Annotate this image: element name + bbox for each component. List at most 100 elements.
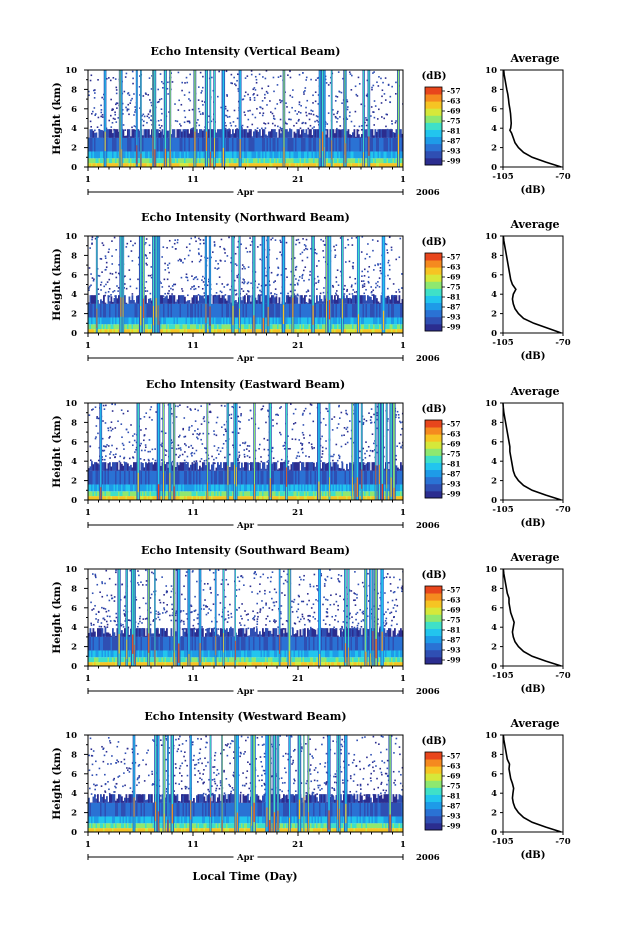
colorbar-segment — [425, 94, 442, 102]
streak-core — [326, 236, 327, 333]
noise-cell — [110, 294, 112, 296]
noise-cell — [181, 290, 184, 292]
heatmap-cell — [272, 295, 275, 304]
noise-cell — [226, 116, 229, 118]
noise-cell — [126, 108, 129, 110]
heatmap-cell — [197, 317, 200, 325]
noise-cell — [317, 94, 320, 96]
heatmap-cell — [277, 317, 279, 325]
heatmap-cell — [299, 163, 302, 167]
heatmap-cell — [125, 491, 128, 497]
heatmap-cell — [272, 491, 275, 497]
heatmap-cell — [221, 470, 224, 485]
heatmap-cell — [140, 491, 143, 497]
noise-cell — [236, 128, 238, 130]
heatmap-cell — [94, 317, 96, 325]
noise-cell — [264, 123, 267, 125]
noise-cell — [90, 284, 92, 287]
heatmap-cell — [335, 163, 338, 167]
noise-cell — [307, 290, 310, 292]
x-tick-label: 1 — [85, 175, 91, 185]
heatmap-cell — [328, 151, 330, 159]
heatmap-cell — [145, 491, 147, 497]
heatmap-cell — [376, 496, 378, 500]
streak-core — [262, 236, 265, 333]
heatmap-cell — [392, 137, 395, 152]
noise-cell — [94, 89, 96, 91]
heatmap-cell — [160, 317, 162, 325]
heatmap-cell — [194, 484, 197, 492]
heatmap-cell — [296, 462, 299, 471]
heatmap-cell — [248, 151, 251, 159]
heatmap-cell — [230, 470, 233, 485]
heatmap-cell — [229, 484, 231, 492]
noise-cell — [190, 128, 193, 130]
heatmap-cell — [278, 470, 281, 485]
noise-cell — [240, 288, 243, 290]
heatmap-cell — [110, 296, 113, 304]
noise-cell — [363, 285, 366, 288]
heatmap-cell — [103, 303, 105, 318]
heatmap-cell — [355, 151, 357, 159]
noise-cell — [298, 276, 301, 278]
noise-cell — [249, 97, 251, 99]
heatmap-cell — [140, 496, 143, 500]
heatmap-cell — [130, 317, 132, 325]
heatmap-cell — [145, 324, 147, 330]
streak-core — [328, 236, 331, 333]
heatmap-cell — [329, 158, 332, 164]
noise-cell — [231, 82, 234, 85]
heatmap-cell — [107, 295, 110, 304]
heatmap-cell — [133, 470, 135, 485]
heatmap-cell — [155, 470, 158, 485]
heatmap-cell — [332, 129, 335, 138]
heatmap-cell — [350, 329, 353, 333]
heatmap-cell — [229, 491, 231, 497]
heatmap-cell — [143, 496, 146, 500]
heatmap-cell — [379, 317, 381, 325]
heatmap-cell — [94, 158, 96, 164]
heatmap-cell — [218, 324, 221, 330]
noise-cell — [111, 403, 113, 406]
heatmap-cell — [395, 303, 398, 318]
noise-cell — [304, 407, 307, 410]
heatmap-cell — [242, 296, 245, 304]
heatmap-cell — [326, 151, 329, 159]
noise-cell — [305, 247, 307, 250]
heatmap-cell — [365, 158, 368, 164]
noise-cell — [94, 237, 97, 240]
heatmap-cell — [398, 329, 401, 333]
noise-cell — [270, 271, 273, 274]
heatmap-cell — [274, 158, 276, 164]
heatmap-cell — [242, 470, 245, 485]
noise-cell — [386, 287, 389, 290]
heatmap-cell — [89, 496, 92, 500]
heatmap-cell — [245, 484, 248, 492]
noise-cell — [196, 428, 199, 430]
heatmap-cell — [148, 324, 150, 330]
noise-cell — [376, 284, 379, 287]
heatmap-cell — [113, 297, 116, 304]
heatmap-cell — [371, 329, 374, 333]
noise-cell — [222, 434, 225, 436]
heatmap-cell — [250, 129, 252, 138]
noise-cell — [246, 445, 249, 447]
heatmap-cell — [227, 163, 230, 167]
heatmap-cell — [182, 151, 185, 159]
heatmap-cell — [148, 151, 150, 159]
heatmap-cell — [146, 158, 149, 164]
heatmap-cell — [214, 470, 216, 485]
heatmap-cell — [133, 158, 135, 164]
heatmap-cell — [331, 303, 333, 318]
noise-cell — [371, 88, 373, 91]
noise-cell — [334, 249, 336, 251]
noise-cell — [101, 458, 104, 461]
heatmap-cell — [110, 317, 113, 325]
heatmap-cell — [346, 158, 348, 164]
heatmap-cell — [313, 163, 315, 167]
heatmap-cell — [334, 163, 336, 167]
heatmap-cell — [101, 300, 104, 304]
heatmap-cell — [223, 462, 225, 471]
heatmap-cell — [109, 163, 111, 167]
noise-cell — [145, 281, 148, 283]
